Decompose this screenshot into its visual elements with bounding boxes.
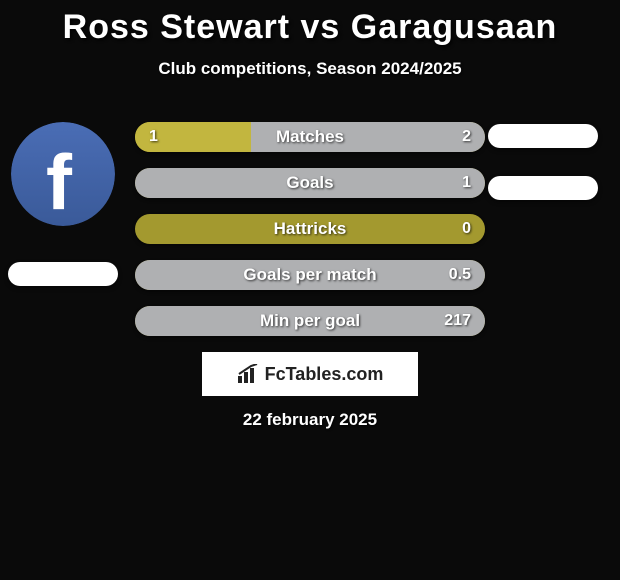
bar-label: Goals per match xyxy=(135,260,485,290)
stat-bar-hattricks: Hattricks0 xyxy=(135,214,485,244)
bar-label: Hattricks xyxy=(135,214,485,244)
bar-value-right: 217 xyxy=(444,306,471,336)
stat-bar-goals-per-match: Goals per match0.5 xyxy=(135,260,485,290)
footer-brand-text: FcTables.com xyxy=(265,364,384,385)
bar-label: Matches xyxy=(135,122,485,152)
chart-icon xyxy=(237,364,261,384)
bar-label: Goals xyxy=(135,168,485,198)
bar-label: Min per goal xyxy=(135,306,485,336)
player-right-panel xyxy=(488,124,598,324)
bar-value-left: 1 xyxy=(149,122,158,152)
bar-value-right: 2 xyxy=(462,122,471,152)
stat-bar-goals: Goals1 xyxy=(135,168,485,198)
stat-bar-min-per-goal: Min per goal217 xyxy=(135,306,485,336)
facebook-icon: f xyxy=(11,122,115,226)
page-title: Ross Stewart vs Garagusaan xyxy=(0,0,620,47)
player-right-name-pill xyxy=(488,124,598,148)
comparison-bars: Matches12Goals1Hattricks0Goals per match… xyxy=(135,122,485,352)
player-left-name-pill xyxy=(8,262,118,286)
page-subtitle: Club competitions, Season 2024/2025 xyxy=(0,59,620,79)
player-right-name-pill-2 xyxy=(488,176,598,200)
stat-bar-matches: Matches1 2 xyxy=(135,122,485,152)
player-left-avatar: f xyxy=(11,122,115,226)
footer-date: 22 february 2025 xyxy=(0,410,620,430)
footer-brand: FcTables.com xyxy=(202,352,418,396)
bar-value-right: 0.5 xyxy=(449,260,471,290)
bar-value-right: 1 xyxy=(462,168,471,198)
bar-value-right: 0 xyxy=(462,214,471,244)
player-left-panel: f xyxy=(8,122,118,322)
